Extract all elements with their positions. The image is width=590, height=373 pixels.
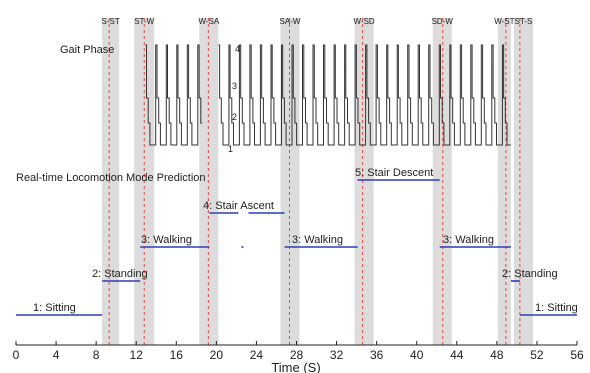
x-tick-label-20: 20 [210, 348, 224, 362]
mode-label-3-3: 3: Walking [292, 234, 343, 246]
mode-label-1-1: 1: Sitting [33, 302, 76, 314]
band-w-sd [355, 18, 374, 345]
band-label-s-st: S-ST [102, 17, 120, 26]
mode-label-4-1: 4: Stair Ascent [203, 200, 274, 212]
band-label-sd-w: SD-W [432, 17, 454, 26]
mode-panel-label: Real-time Locomotion Mode Prediction [16, 172, 206, 184]
band-sa-w [280, 18, 299, 345]
gait-level-label-2: 2 [232, 112, 237, 122]
gait-phase-label: Gait Phase [60, 44, 114, 56]
mode-label-3-1: 3: Walking [141, 234, 192, 246]
x-tick-label-52: 52 [530, 348, 544, 362]
x-tick-label-32: 32 [330, 348, 344, 362]
band-sd-w [433, 18, 452, 345]
band-label-w-sa: W-SA [198, 17, 219, 26]
x-tick-label-16: 16 [170, 348, 184, 362]
x-tick-label-36: 36 [370, 348, 384, 362]
mode-label-2-1: 2: Standing [92, 268, 148, 280]
band-label-st-s: ST-S [515, 17, 533, 26]
mode-label-1-2: 1: Sitting [535, 302, 578, 314]
x-axis-title: Time (S) [271, 360, 320, 373]
transition-labels: S-ST ST-W W-SA SA-W W-SD SD-W W-ST ST-S [102, 17, 533, 26]
band-label-sa-w: SA-W [280, 17, 301, 26]
band-w-st [498, 18, 511, 345]
x-tick-label-0: 0 [13, 348, 20, 362]
x-tick-label-44: 44 [450, 348, 464, 362]
mode-label-2-2: 2: Standing [502, 268, 558, 280]
gait-level-label-1: 1 [228, 144, 233, 154]
mode-label-3-4: 3: Walking [443, 234, 494, 246]
band-st-s [514, 18, 533, 345]
x-tick-label-56: 56 [570, 348, 584, 362]
x-tick-label-48: 48 [490, 348, 504, 362]
mode-label-5-1: 5: Stair Descent [355, 167, 433, 179]
x-tick-label-12: 12 [130, 348, 144, 362]
x-tick-label-40: 40 [410, 348, 424, 362]
band-label-w-sd: W-SD [354, 17, 375, 26]
x-tick-label-8: 8 [93, 348, 100, 362]
gait-level-label-3: 3 [232, 81, 237, 91]
gait-level-label-4: 4 [235, 44, 240, 54]
band-label-st-w: ST-W [134, 17, 154, 26]
x-tick-label-24: 24 [250, 348, 264, 362]
band-label-w-st: W-ST [494, 17, 514, 26]
x-tick-label-4: 4 [53, 348, 60, 362]
